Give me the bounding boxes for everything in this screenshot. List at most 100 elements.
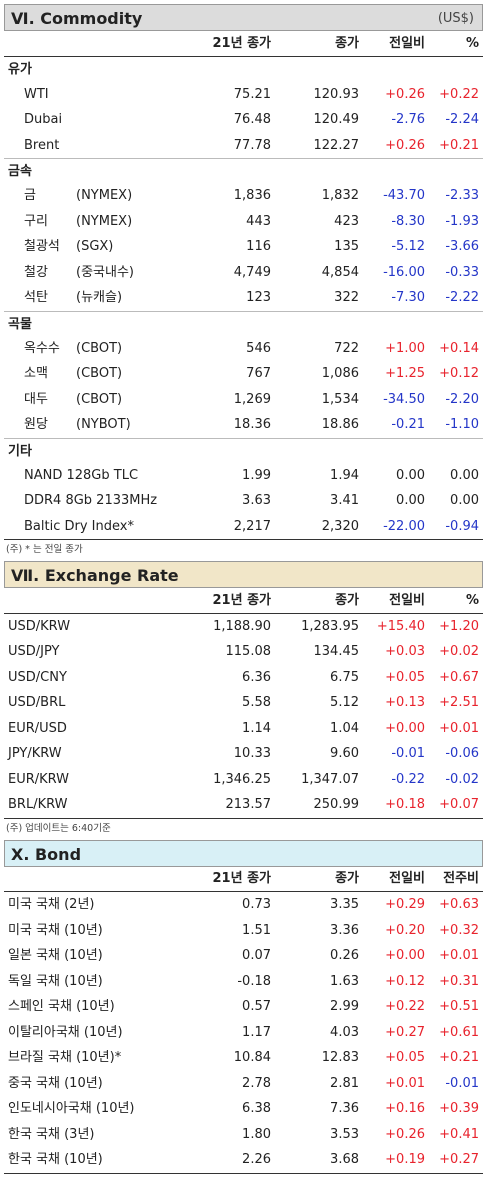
- row-label: 스페인 국채 (10년): [8, 999, 115, 1014]
- row-pct: +0.14: [439, 340, 479, 356]
- row-y21-close: 3.63: [242, 493, 271, 508]
- row-pct: -3.66: [445, 239, 479, 254]
- table-row: USD/JPY 115.08 134.45 +0.03 +0.02: [4, 639, 483, 665]
- row-exchange: (CBOT): [76, 366, 123, 381]
- row-y21-close: 123: [246, 290, 271, 305]
- header-pct: %: [465, 592, 479, 608]
- table-row: WTI 75.21 120.93 +0.26 +0.22: [4, 82, 483, 108]
- row-y21-close: -0.18: [237, 973, 271, 989]
- row-label: 옥수수 (CBOT): [4, 336, 193, 362]
- row-label: NAND 128Gb TLC: [24, 467, 139, 483]
- row-change: +1.00: [385, 340, 425, 356]
- row-close: 134.45: [313, 644, 360, 659]
- group-label: 곡물: [4, 310, 483, 336]
- row-pct: -2.20: [445, 391, 479, 407]
- row-y21-close: 2,217: [233, 518, 271, 534]
- row-close: 18.86: [321, 417, 359, 432]
- row-change: +0.16: [385, 1101, 425, 1116]
- row-pct: +0.32: [439, 922, 479, 938]
- row-change: +0.05: [385, 669, 425, 685]
- row-change: -0.21: [391, 417, 425, 432]
- row-y21-close: 1.99: [242, 467, 271, 483]
- table-row: USD/CNY 6.36 6.75 +0.05 +0.67: [4, 665, 483, 691]
- row-pct: -0.06: [445, 746, 479, 761]
- header-close: 종가: [335, 35, 359, 51]
- row-change: -16.00: [383, 264, 425, 280]
- table-row: DDR4 8Gb 2133MHz 3.63 3.41 0.00 0.00: [4, 488, 483, 514]
- row-y21-close: 115.08: [225, 644, 272, 659]
- row-exchange: (CBOT): [76, 391, 123, 407]
- row-change: +0.26: [385, 1126, 425, 1142]
- row-label: 일본 국채 (10년): [8, 948, 103, 963]
- row-exchange: (뉴캐슬): [76, 290, 123, 305]
- table-row: 스페인 국채 (10년) 0.57 2.99 +0.22 +0.51: [4, 994, 483, 1020]
- row-close: 120.93: [313, 86, 360, 102]
- bond-section-title: X. Bond: [4, 839, 483, 867]
- row-y21-close: 0.57: [242, 999, 271, 1014]
- row-pct: -2.24: [445, 112, 479, 127]
- exchange-table-body: USD/KRW 1,188.90 1,283.95 +15.40 +1.20 USD/JP…: [4, 614, 483, 818]
- row-close: 12.83: [321, 1050, 359, 1065]
- row-close: 9.60: [330, 746, 359, 761]
- row-change: +0.00: [385, 948, 425, 963]
- row-label: 이탈리아국채 (10년): [8, 1024, 123, 1040]
- row-change: +0.26: [385, 86, 425, 102]
- row-change: +0.29: [385, 897, 425, 912]
- row-y21-close: 767: [246, 366, 271, 381]
- row-close: 1,832: [321, 188, 359, 203]
- row-y21-close: 5.58: [242, 695, 271, 710]
- row-y21-close: 1,269: [233, 391, 271, 407]
- row-change: 0.00: [396, 467, 425, 483]
- row-change: +0.22: [385, 999, 425, 1014]
- header-change: 전일비: [389, 871, 425, 886]
- row-pct: +2.51: [439, 695, 479, 710]
- row-name: 철강: [24, 264, 48, 280]
- row-name: 석탄: [24, 290, 48, 305]
- row-y21-close: 1.14: [242, 720, 271, 736]
- row-label: 미국 국채 (10년): [8, 922, 103, 938]
- row-label: 중국 국채 (10년): [8, 1075, 103, 1091]
- row-name: 대두: [24, 391, 48, 407]
- header-week-change: 전주비: [443, 871, 479, 886]
- row-close: 3.68: [330, 1152, 359, 1167]
- row-change: +0.18: [385, 797, 425, 812]
- row-label: JPY/KRW: [8, 746, 62, 761]
- row-y21-close: 10.33: [233, 746, 271, 761]
- commodity-table-body: 유가 WTI 75.21 120.93 +0.26 +0.22 Dubai 76.48 120.…: [4, 57, 483, 540]
- table-row: 미국 국채 (10년) 1.51 3.36 +0.20 +0.32: [4, 918, 483, 944]
- row-pct: +0.22: [439, 86, 479, 102]
- row-close: 1.94: [330, 467, 359, 483]
- row-label: WTI: [24, 86, 49, 102]
- row-label: 소맥 (CBOT): [4, 361, 193, 387]
- row-pct: -0.02: [445, 771, 479, 787]
- row-label: 금 (NYMEX): [4, 183, 193, 209]
- row-pct: -2.22: [445, 290, 479, 305]
- table-row: 구리 (NYMEX) 443 423 -8.30 -1.93: [4, 209, 483, 235]
- table-row: Brent 77.78 122.27 +0.26 +0.21: [4, 133, 483, 159]
- row-label: Dubai: [24, 112, 63, 127]
- row-label: 원당 (NYBOT): [4, 412, 193, 438]
- row-name: 구리: [24, 213, 48, 229]
- row-close: 5.12: [330, 695, 359, 710]
- row-pct: -1.93: [445, 213, 479, 229]
- row-close: 1,086: [321, 366, 359, 381]
- row-exchange: (중국내수): [76, 264, 134, 280]
- exchange-section-title: Ⅶ. Exchange Rate: [4, 561, 483, 588]
- table-row: 석탄 (뉴캐슬) 123 322 -7.30 -2.22: [4, 285, 483, 311]
- row-close: 4,854: [321, 264, 359, 280]
- table-row: 한국 국채 (10년) 2.26 3.68 +0.19 +0.27: [4, 1147, 483, 1173]
- row-change: -7.30: [391, 290, 425, 305]
- row-change: +0.27: [385, 1024, 425, 1040]
- row-label: 독일 국채 (10년): [8, 973, 103, 989]
- row-y21-close: 1,836: [233, 188, 271, 203]
- bond-title-text: X. Bond: [11, 844, 82, 864]
- row-y21-close: 1.17: [242, 1024, 271, 1040]
- row-pct: 0.00: [450, 493, 479, 508]
- row-exchange: (NYMEX): [76, 213, 133, 229]
- header-y21: 21년 종가: [212, 871, 272, 886]
- group-label: 유가: [8, 61, 32, 77]
- row-y21-close: 77.78: [233, 137, 271, 153]
- table-row: NAND 128Gb TLC 1.99 1.94 0.00 0.00: [4, 463, 483, 489]
- row-y21-close: 213.57: [225, 797, 272, 812]
